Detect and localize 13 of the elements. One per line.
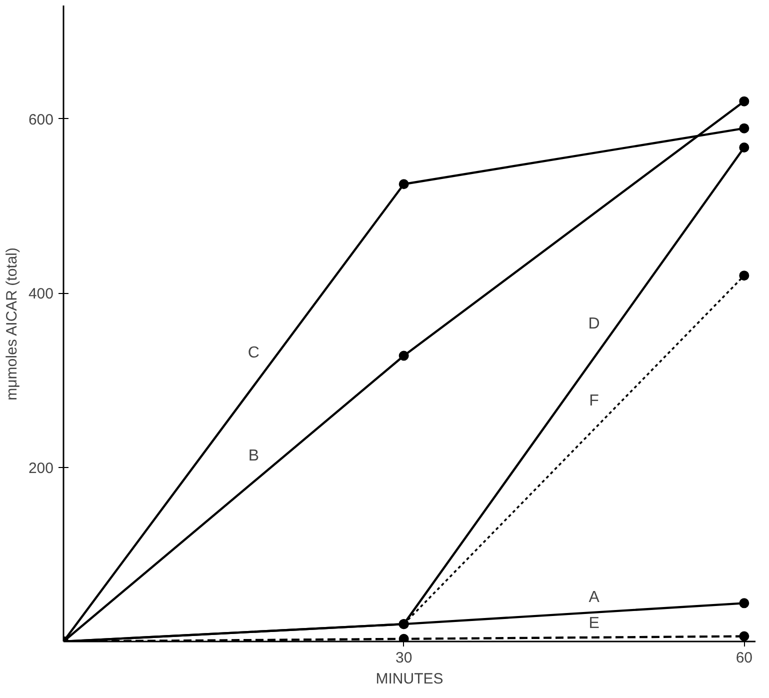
series-label: F xyxy=(589,392,600,410)
y-axis-title: mμmoles AICAR (total) xyxy=(3,247,20,400)
x-tick-label: 60 xyxy=(736,650,752,666)
series-label: E xyxy=(588,614,600,632)
y-tick-label: 600 xyxy=(28,111,54,128)
x-axis-title: MINUTES xyxy=(376,670,444,688)
y-tick-label: 200 xyxy=(28,460,54,477)
x-tick-label: 30 xyxy=(395,650,412,666)
series-label: B xyxy=(248,448,260,465)
series-label: A xyxy=(588,589,600,606)
y-tick-label: 400 xyxy=(28,286,54,303)
series-label: D xyxy=(588,316,600,333)
series-label: C xyxy=(248,344,260,362)
